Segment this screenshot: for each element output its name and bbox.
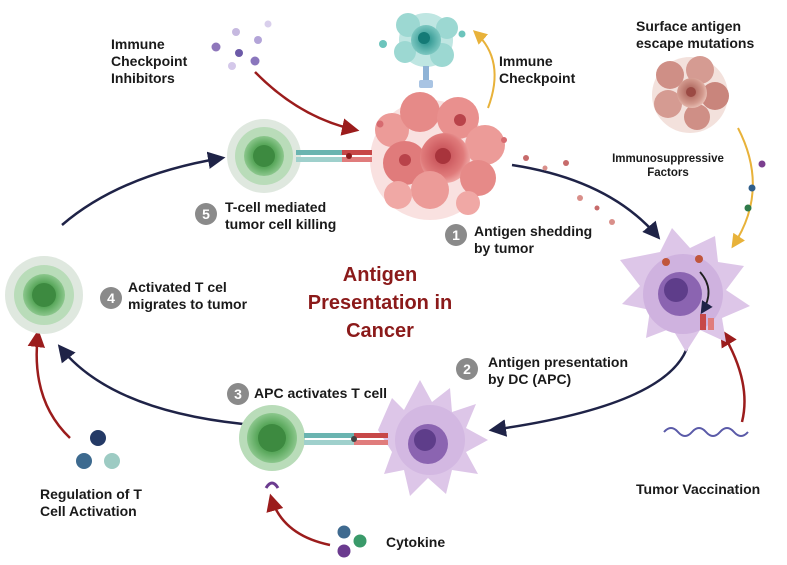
escape-mutations-line-1: Surface antigen	[636, 18, 742, 34]
step-1-label: Antigen shedding by tumor	[474, 223, 592, 257]
tumor-cell-icon	[370, 92, 507, 220]
dendritic-cell-icon	[620, 228, 750, 352]
cytokine-label: Cytokine	[386, 534, 446, 550]
immunosuppressive-molecules	[744, 160, 766, 212]
immune-checkpoint-label: Immune Checkpoint	[499, 53, 575, 87]
checkpoint-inhibitors-label: Immune Checkpoint Inhibitors	[111, 36, 187, 87]
step-3-badge: 3	[227, 383, 249, 405]
checkpoint-cell-icon	[379, 13, 466, 88]
escape-mutations-line-2: escape mutations	[636, 35, 755, 51]
step-5-line-2: tumor cell killing	[225, 216, 337, 232]
tumor-vaccination-label: Tumor Vaccination	[636, 481, 761, 497]
tcell-apc-synapse-icon	[239, 405, 388, 489]
immune-checkpoint-line-1: Immune	[499, 53, 553, 69]
step-4-badge: 4	[100, 287, 122, 309]
activated-tcell-icon	[5, 256, 83, 334]
cytokine-molecules	[337, 525, 367, 558]
checkpoint-inhibitor-molecules	[211, 20, 272, 70]
step-4-line-1: Activated T cel	[128, 279, 227, 295]
diagram-title: Antigen Presentation in Cancer	[300, 261, 460, 345]
cycle-arrow-tcell-to-killer	[61, 151, 226, 226]
cycle-arrow-dc-to-apc	[488, 344, 690, 437]
immune-checkpoint-line-2: Checkpoint	[499, 70, 576, 86]
step-2-line-2: by DC (APC)	[488, 371, 572, 387]
step-4-label: Activated T cel migrates to tumor	[128, 279, 247, 313]
immune-checkpoint-arrow	[472, 30, 496, 109]
step-5-line-1: T-cell mediated	[225, 199, 327, 215]
step-3-line-1: APC activates T cell	[254, 385, 388, 401]
step-5-label: T-cell mediated tumor cell killing	[225, 199, 336, 233]
regulation-label: Regulation of T Cell Activation	[40, 486, 142, 520]
step-4-line-2: migrates to tumor	[128, 296, 248, 312]
checkpoint-inhibitor-arrow	[254, 71, 360, 136]
step-2-line-1: Antigen presentation	[488, 354, 629, 370]
escape-mutation-tumor-icon	[652, 56, 729, 133]
step-2-label: Antigen presentation by DC (APC)	[488, 354, 628, 388]
immunosuppressive-line-2: Factors	[647, 167, 689, 179]
title-line-3: Cancer	[346, 320, 414, 342]
immunosuppressive-line-1: Immunosuppressive	[612, 153, 724, 165]
step-1-line-2: by tumor	[474, 240, 534, 256]
vaccination-squiggle	[663, 427, 749, 437]
checkpoint-inhibitors-line-1: Immune	[111, 36, 165, 52]
escape-mutations-label: Surface antigen escape mutations	[636, 18, 754, 52]
regulation-line-1: Regulation of T	[40, 486, 142, 502]
immunosuppressive-label: Immunosuppressive Factors	[602, 152, 734, 180]
killer-tcell-icon	[227, 119, 372, 193]
cytokine-arrow	[266, 493, 331, 547]
vaccination-arrow	[720, 328, 746, 423]
regulation-arrow	[27, 329, 71, 439]
step-1-line-1: Antigen shedding	[474, 223, 593, 239]
cycle-arrow-tumor-to-dc	[511, 163, 661, 240]
step-2-badge: 2	[456, 358, 478, 380]
step-3-label: APC activates T cell	[254, 385, 387, 402]
checkpoint-inhibitors-line-3: Inhibitors	[111, 70, 175, 86]
shed-antigens	[523, 155, 615, 225]
title-line-2: Presentation in	[307, 292, 453, 314]
apc-cell-icon	[378, 380, 488, 496]
title-line-1: Antigen	[342, 264, 418, 286]
checkpoint-inhibitors-line-2: Checkpoint	[111, 53, 188, 69]
step-5-badge: 5	[195, 203, 217, 225]
regulation-line-2: Cell Activation	[40, 503, 137, 519]
regulation-molecules	[76, 430, 120, 469]
step-1-badge: 1	[445, 224, 467, 246]
cycle-arrow-apc-to-tcell	[57, 344, 244, 426]
